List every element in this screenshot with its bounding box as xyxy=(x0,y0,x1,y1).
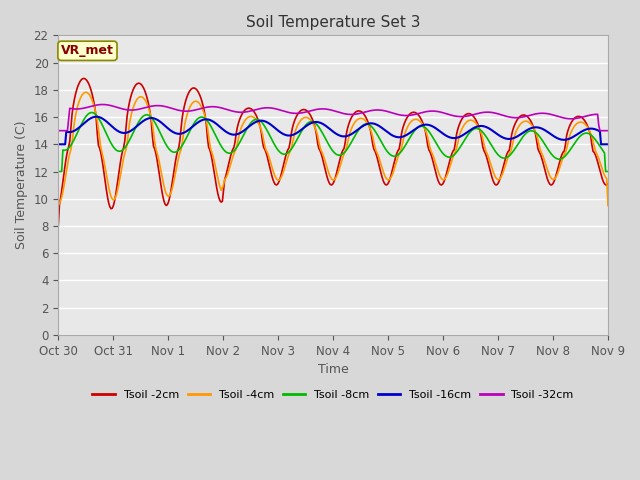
Tsoil -2cm xyxy=(363,117,371,122)
Tsoil -8cm xyxy=(363,121,371,127)
Tsoil -8cm xyxy=(54,168,62,174)
Tsoil -2cm xyxy=(460,114,467,120)
Legend: Tsoil -2cm, Tsoil -4cm, Tsoil -8cm, Tsoil -16cm, Tsoil -32cm: Tsoil -2cm, Tsoil -4cm, Tsoil -8cm, Tsoi… xyxy=(88,385,578,404)
Tsoil -4cm xyxy=(287,145,295,151)
Tsoil -2cm xyxy=(287,131,295,137)
Tsoil -32cm xyxy=(227,108,234,113)
Tsoil -2cm xyxy=(390,163,397,169)
Tsoil -32cm xyxy=(555,114,563,120)
Line: Tsoil -32cm: Tsoil -32cm xyxy=(58,105,608,131)
Tsoil -8cm xyxy=(287,146,295,152)
Tsoil -32cm xyxy=(390,110,397,116)
Tsoil -8cm xyxy=(227,150,234,156)
Tsoil -4cm xyxy=(227,162,234,168)
Tsoil -8cm xyxy=(555,156,563,162)
Tsoil -8cm xyxy=(390,153,397,159)
Tsoil -8cm xyxy=(460,139,467,145)
Line: Tsoil -16cm: Tsoil -16cm xyxy=(58,117,608,144)
X-axis label: Time: Time xyxy=(317,363,349,376)
Tsoil -16cm xyxy=(54,142,62,147)
Tsoil -4cm xyxy=(82,89,90,95)
Tsoil -4cm xyxy=(460,123,467,129)
Tsoil -8cm xyxy=(604,168,612,174)
Tsoil -4cm xyxy=(54,203,62,208)
Tsoil -16cm xyxy=(92,114,100,120)
Tsoil -16cm xyxy=(390,133,397,139)
Line: Tsoil -8cm: Tsoil -8cm xyxy=(58,112,608,171)
Tsoil -8cm xyxy=(88,109,95,115)
Tsoil -2cm xyxy=(54,223,62,229)
Tsoil -32cm xyxy=(460,114,467,120)
Tsoil -4cm xyxy=(604,203,612,208)
Text: VR_met: VR_met xyxy=(61,44,114,57)
Tsoil -32cm xyxy=(604,128,612,133)
Tsoil -32cm xyxy=(363,108,371,114)
Title: Soil Temperature Set 3: Soil Temperature Set 3 xyxy=(246,15,420,30)
Tsoil -2cm xyxy=(604,180,612,186)
Line: Tsoil -4cm: Tsoil -4cm xyxy=(58,92,608,205)
Tsoil -2cm xyxy=(80,75,88,81)
Y-axis label: Soil Temperature (C): Soil Temperature (C) xyxy=(15,121,28,250)
Tsoil -16cm xyxy=(460,132,467,138)
Tsoil -4cm xyxy=(363,120,371,126)
Tsoil -2cm xyxy=(555,163,563,168)
Tsoil -16cm xyxy=(555,136,563,142)
Tsoil -16cm xyxy=(227,131,234,137)
Line: Tsoil -2cm: Tsoil -2cm xyxy=(58,78,608,226)
Tsoil -16cm xyxy=(363,121,371,127)
Tsoil -32cm xyxy=(287,110,295,116)
Tsoil -4cm xyxy=(390,169,397,175)
Tsoil -32cm xyxy=(99,102,107,108)
Tsoil -4cm xyxy=(555,168,563,174)
Tsoil -16cm xyxy=(287,132,295,138)
Tsoil -32cm xyxy=(54,128,62,133)
Tsoil -16cm xyxy=(604,142,612,147)
Tsoil -2cm xyxy=(227,154,234,159)
